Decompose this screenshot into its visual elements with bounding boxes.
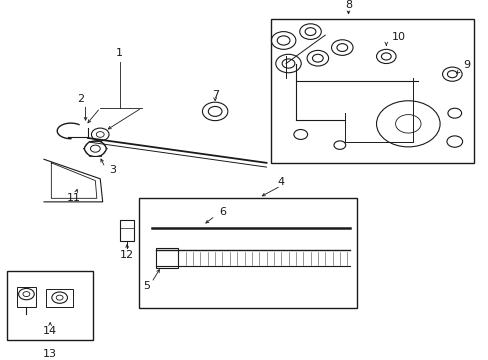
Bar xyxy=(271,19,473,163)
Text: 14: 14 xyxy=(43,326,57,336)
Bar xyxy=(17,287,36,306)
Text: 6: 6 xyxy=(219,207,225,216)
Text: 9: 9 xyxy=(463,60,469,70)
Bar xyxy=(7,271,93,340)
Bar xyxy=(156,248,178,268)
Text: 5: 5 xyxy=(143,281,150,291)
Text: 2: 2 xyxy=(77,94,84,104)
Text: 12: 12 xyxy=(120,250,134,260)
Text: 1: 1 xyxy=(116,48,123,58)
Text: 8: 8 xyxy=(344,0,351,10)
Text: 13: 13 xyxy=(43,349,57,359)
Text: 3: 3 xyxy=(109,165,116,175)
Text: 11: 11 xyxy=(66,193,80,203)
Bar xyxy=(120,220,134,241)
Text: 4: 4 xyxy=(277,177,284,187)
Bar xyxy=(46,289,73,306)
Text: 10: 10 xyxy=(391,32,405,42)
Bar xyxy=(139,198,356,308)
Text: 7: 7 xyxy=(211,90,218,100)
